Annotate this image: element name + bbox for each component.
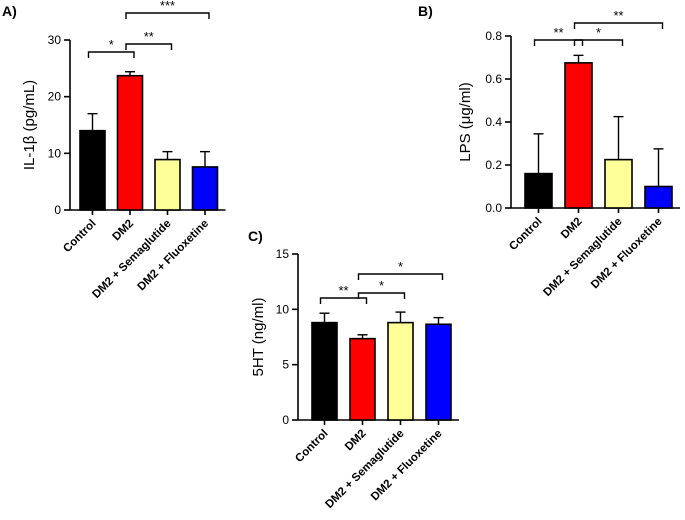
panel-a-y-tick-label: 20 bbox=[48, 90, 62, 104]
panel-b-bar bbox=[644, 185, 673, 209]
panel-a-significance-label: *** bbox=[160, 0, 175, 13]
panel-a-y-tick-label: 0 bbox=[54, 203, 61, 217]
panel-c-significance-label: * bbox=[398, 259, 403, 274]
panel-c-y-tick-label: 10 bbox=[276, 302, 290, 316]
panel-a-category-label: DM2 bbox=[110, 218, 136, 244]
panel-c-significance-bracket bbox=[357, 292, 406, 299]
panel-a-category-label: Control bbox=[61, 218, 98, 255]
panel-b-bar bbox=[604, 158, 633, 209]
panel-b-bar bbox=[564, 62, 593, 209]
panel-b-significance-label: ** bbox=[613, 8, 623, 23]
panel-c-y-tick-label: 5 bbox=[282, 358, 289, 372]
panel-b-y-tick-label: 0.0 bbox=[485, 201, 502, 215]
panel-b-category-label: DM2 bbox=[559, 216, 585, 242]
panel-b-category-label: DM2 + Semaglutide bbox=[541, 216, 624, 299]
panel-c-bar bbox=[311, 321, 338, 421]
panel-c-category-label: Control bbox=[293, 428, 330, 465]
panel-c-significance-label: ** bbox=[338, 283, 348, 298]
panel-b-significance-label: * bbox=[596, 25, 601, 40]
panel-c-significance-bracket bbox=[357, 273, 444, 280]
panel-a-significance-label: ** bbox=[144, 29, 154, 44]
panel-b-significance-bracket bbox=[573, 22, 664, 29]
panel-a-significance-bracket bbox=[87, 51, 135, 58]
panel-b-y-axis-title: LPS (μg/ml) bbox=[457, 82, 474, 162]
panel-c-category-label: DM2 + Fluoxetine bbox=[369, 428, 445, 504]
panel-b-significance-label: ** bbox=[553, 25, 563, 40]
panel-b-y-tick-label: 0.4 bbox=[485, 115, 502, 129]
panel-c-bar bbox=[387, 321, 414, 421]
panel-a-bar bbox=[116, 74, 144, 211]
panel-a-y-tick-label: 30 bbox=[48, 33, 62, 47]
panel-c-y-axis-title: 5HT (ng/ml) bbox=[250, 298, 267, 377]
panel-a-letter: A) bbox=[2, 3, 17, 19]
panel-b-category-label: DM2 + Fluoxetine bbox=[589, 216, 665, 292]
panel-c-bar bbox=[425, 323, 452, 421]
panel-b-category-label: Control bbox=[507, 216, 544, 253]
panel-a-significance-label: * bbox=[109, 37, 114, 52]
panel-a-y-tick-label: 10 bbox=[48, 146, 62, 160]
panel-b-y-tick-label: 0.2 bbox=[485, 158, 502, 172]
panel-a-category-label: DM2 + Fluoxetine bbox=[136, 218, 212, 294]
panel-a-significance-bracket bbox=[125, 43, 173, 50]
panel-a-significance-bracket bbox=[125, 12, 210, 19]
panel-c-y-tick-label: 15 bbox=[276, 247, 290, 261]
panel-b-y-tick-label: 0.6 bbox=[485, 72, 502, 86]
panel-b-letter: B) bbox=[418, 3, 433, 19]
panel-c-significance-bracket bbox=[319, 297, 368, 304]
panel-b-bar bbox=[524, 172, 553, 209]
panel-c-y-tick-label: 0 bbox=[282, 413, 289, 427]
panel-c-letter: C) bbox=[248, 228, 263, 244]
panel-c-significance-label: * bbox=[379, 278, 384, 293]
panel-a-bar bbox=[79, 129, 106, 211]
panel-c-bar bbox=[349, 337, 376, 421]
panel-a-y-axis-title: IL-1β (pg/mL) bbox=[21, 80, 38, 170]
panel-b-significance-bracket bbox=[533, 39, 584, 46]
panel-b-significance-bracket bbox=[573, 39, 624, 46]
panel-a-bar bbox=[191, 166, 219, 211]
panel-b-y-tick-label: 0.8 bbox=[485, 29, 502, 43]
panel-c-category-label: DM2 bbox=[343, 428, 369, 454]
panel-a-bar bbox=[154, 158, 181, 211]
